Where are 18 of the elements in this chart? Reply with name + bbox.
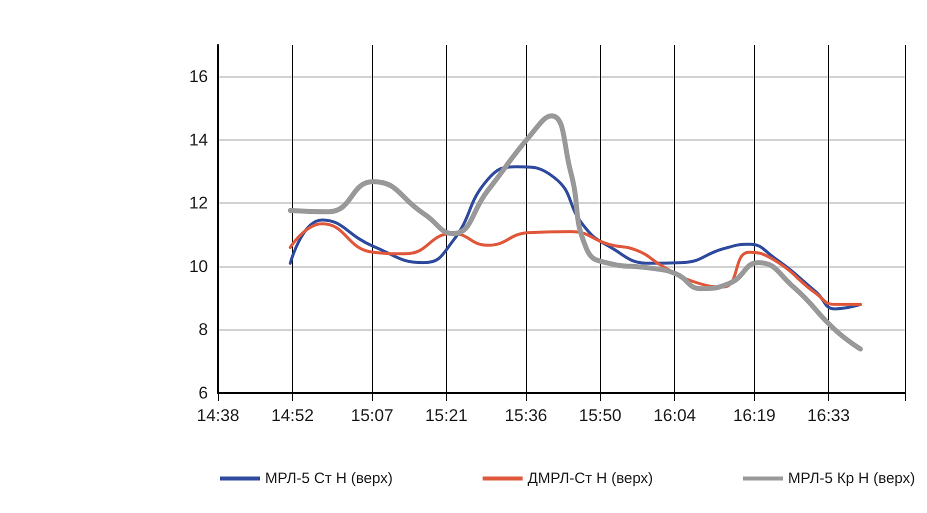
y-tick-label: 16 [189, 67, 208, 86]
x-tick-label: 15:50 [578, 406, 622, 425]
x-tick-label: 15:36 [504, 406, 548, 425]
legend-label: МРЛ-5 Кр Н (верх) [788, 470, 916, 487]
y-tick-label: 12 [189, 194, 208, 213]
y-tick-label: 14 [189, 130, 208, 150]
x-tick-label: 15:07 [350, 406, 394, 425]
x-tick-label: 14:52 [271, 406, 314, 425]
x-tick-label: 16:04 [653, 406, 696, 425]
x-tick-label: 14:38 [196, 406, 240, 425]
x-tick-label: 15:21 [425, 406, 468, 425]
y-tick-label: 8 [198, 320, 208, 340]
legend-label: ДМРЛ-Ст Н (верх) [528, 470, 654, 487]
y-tick-label: 6 [198, 384, 208, 402]
x-tick-label: 16:33 [807, 406, 850, 425]
y-tick-label: 10 [189, 256, 208, 276]
x-tick-label: 16:19 [733, 406, 776, 425]
legend-label: МРЛ-5 Ст Н (верх) [265, 470, 393, 487]
